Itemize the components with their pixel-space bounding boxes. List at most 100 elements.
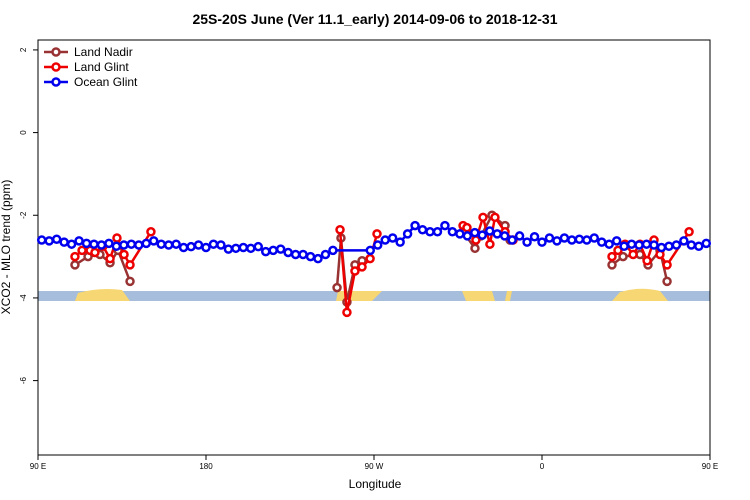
land-mask bbox=[38, 288, 710, 301]
data-point bbox=[567, 235, 577, 245]
data-point bbox=[320, 249, 331, 260]
data-point bbox=[619, 241, 629, 252]
data-point bbox=[238, 242, 249, 253]
data-point bbox=[66, 239, 77, 249]
legend-label: Ocean Glint bbox=[74, 75, 138, 89]
data-point bbox=[156, 239, 166, 249]
data-point bbox=[74, 236, 84, 246]
data-point bbox=[305, 251, 316, 262]
y-axis-label: XCO2 - MLO trend (ppm) bbox=[0, 180, 13, 315]
data-point bbox=[350, 266, 360, 276]
data-point bbox=[664, 241, 674, 252]
data-point bbox=[455, 229, 465, 239]
data-point bbox=[51, 234, 62, 244]
data-point bbox=[574, 234, 585, 244]
data-point bbox=[193, 240, 204, 250]
data-point bbox=[410, 220, 420, 231]
data-point bbox=[148, 236, 159, 246]
data-point bbox=[335, 224, 345, 235]
data-point bbox=[552, 236, 562, 246]
data-point bbox=[290, 249, 301, 260]
data-point bbox=[59, 237, 69, 247]
legend-marker bbox=[51, 77, 61, 87]
legend-marker bbox=[51, 62, 61, 72]
data-point bbox=[171, 239, 181, 249]
data-point bbox=[402, 229, 413, 239]
data-point bbox=[119, 240, 129, 250]
land-patch bbox=[462, 291, 495, 301]
data-point bbox=[613, 245, 623, 256]
x-axis-label: Longitude bbox=[349, 477, 402, 491]
data-point bbox=[104, 238, 114, 249]
data-point bbox=[628, 249, 638, 260]
data-point bbox=[477, 230, 488, 240]
data-point bbox=[492, 229, 502, 239]
data-point bbox=[656, 242, 667, 253]
data-point bbox=[141, 238, 152, 249]
data-point bbox=[111, 241, 122, 252]
data-point bbox=[365, 253, 375, 264]
data-point bbox=[514, 231, 525, 241]
data-point bbox=[559, 233, 570, 243]
data-point bbox=[395, 237, 405, 247]
data-point bbox=[223, 244, 234, 254]
data-point bbox=[231, 243, 241, 254]
data-point bbox=[507, 235, 517, 245]
data-point bbox=[125, 276, 135, 287]
data-point bbox=[96, 240, 107, 250]
data-point bbox=[260, 246, 271, 257]
data-point bbox=[36, 235, 47, 245]
data-point bbox=[490, 212, 500, 223]
land-patch bbox=[75, 289, 130, 301]
data-point bbox=[253, 241, 264, 252]
data-point bbox=[342, 307, 352, 318]
data-point bbox=[607, 251, 617, 262]
data-point bbox=[447, 227, 458, 237]
data-point bbox=[328, 245, 338, 256]
data-point bbox=[380, 235, 390, 245]
data-point bbox=[283, 247, 293, 258]
data-point bbox=[462, 231, 473, 241]
data-point bbox=[470, 243, 480, 254]
x-tick-label: 0 bbox=[540, 462, 545, 471]
data-point bbox=[470, 227, 480, 238]
data-point bbox=[77, 245, 87, 256]
data-point bbox=[332, 282, 342, 293]
data-point bbox=[440, 220, 450, 231]
chart-title: 25S-20S June (Ver 11.1_early) 2014-09-06… bbox=[192, 11, 557, 27]
data-point bbox=[522, 237, 532, 247]
data-point bbox=[626, 239, 637, 249]
legend-marker bbox=[51, 47, 61, 57]
data-point bbox=[387, 233, 398, 243]
data-point bbox=[146, 227, 156, 237]
data-point bbox=[582, 235, 592, 245]
y-tick-label: 2 bbox=[19, 47, 28, 52]
data-point bbox=[357, 262, 367, 272]
x-tick-label: 90 E bbox=[30, 462, 46, 471]
data-point bbox=[112, 233, 122, 243]
data-point bbox=[686, 240, 697, 250]
data-point bbox=[125, 260, 135, 270]
data-point bbox=[485, 239, 495, 249]
data-point bbox=[105, 253, 115, 264]
data-point bbox=[604, 239, 614, 249]
legend-label: Land Nadir bbox=[74, 45, 133, 59]
legend-label: Land Glint bbox=[74, 60, 129, 74]
y-tick-label: -6 bbox=[19, 376, 28, 384]
data-point bbox=[478, 212, 488, 223]
data-point bbox=[81, 238, 92, 249]
data-point bbox=[544, 233, 555, 243]
data-point bbox=[208, 239, 219, 249]
data-point bbox=[649, 240, 659, 250]
data-point bbox=[701, 238, 712, 249]
data-point bbox=[275, 244, 286, 254]
data-point bbox=[372, 240, 383, 250]
data-point bbox=[684, 227, 694, 237]
data-point bbox=[596, 237, 607, 247]
data-point bbox=[671, 240, 682, 250]
data-point bbox=[70, 260, 80, 270]
data-point bbox=[268, 245, 278, 256]
x-tick-label: 180 bbox=[199, 462, 213, 471]
data-point bbox=[484, 226, 495, 236]
